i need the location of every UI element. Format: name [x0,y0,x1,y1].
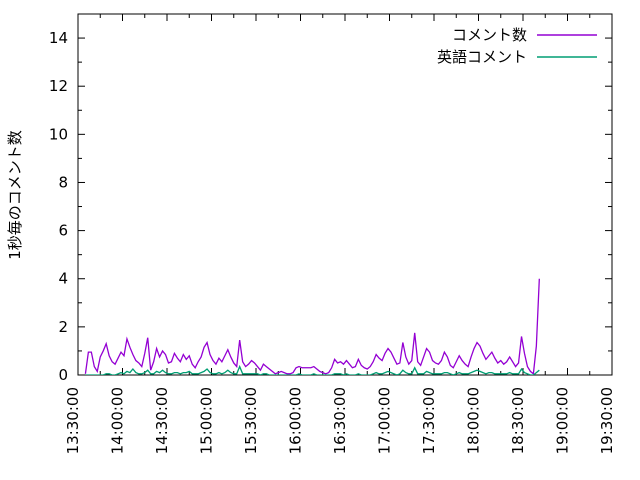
x-tick-label: 15:30:00 [242,387,260,454]
y-axis-title: 1秒毎のコメント数 [6,130,24,260]
legend-label-0: コメント数 [452,26,527,44]
x-tick-label: 13:30:00 [64,387,82,454]
y-axis-title-group: 1秒毎のコメント数 [6,130,24,260]
y-axis-ticks: 0 2 4 6 8 10 12 14 [49,29,612,384]
x-tick-label: 18:00:00 [465,387,483,454]
data-series-layer [84,278,540,375]
y-tick-label: 2 [58,318,68,336]
y-tick-label: 10 [49,125,68,143]
y-tick-label: 14 [49,29,68,47]
x-tick-label: 17:30:00 [420,387,438,454]
x-tick-label: 19:00:00 [554,387,572,454]
series-line-1 [85,364,540,375]
x-tick-label: 15:00:00 [198,387,216,454]
y-tick-label: 0 [58,366,68,384]
y-tick-label: 12 [49,77,68,95]
series-line-0 [84,278,540,375]
x-tick-label: 19:30:00 [598,387,616,454]
y-tick-label: 6 [58,222,68,240]
x-tick-label: 18:30:00 [509,387,527,454]
y-tick-label: 8 [58,173,68,191]
x-tick-label: 16:00:00 [287,387,305,454]
x-tick-label: 14:30:00 [153,387,171,454]
plot-frame [77,13,613,376]
y-tick-label: 4 [58,270,68,288]
legend-label-1: 英語コメント [437,48,527,66]
x-tick-label: 16:30:00 [331,387,349,454]
x-tick-label: 14:00:00 [109,387,127,454]
plot-area-border [77,13,613,376]
x-tick-label: 17:00:00 [376,387,394,454]
x-axis-ticks: 13:30:00 14:00:00 14:30:00 15:00:00 15:30:00… [64,14,616,454]
